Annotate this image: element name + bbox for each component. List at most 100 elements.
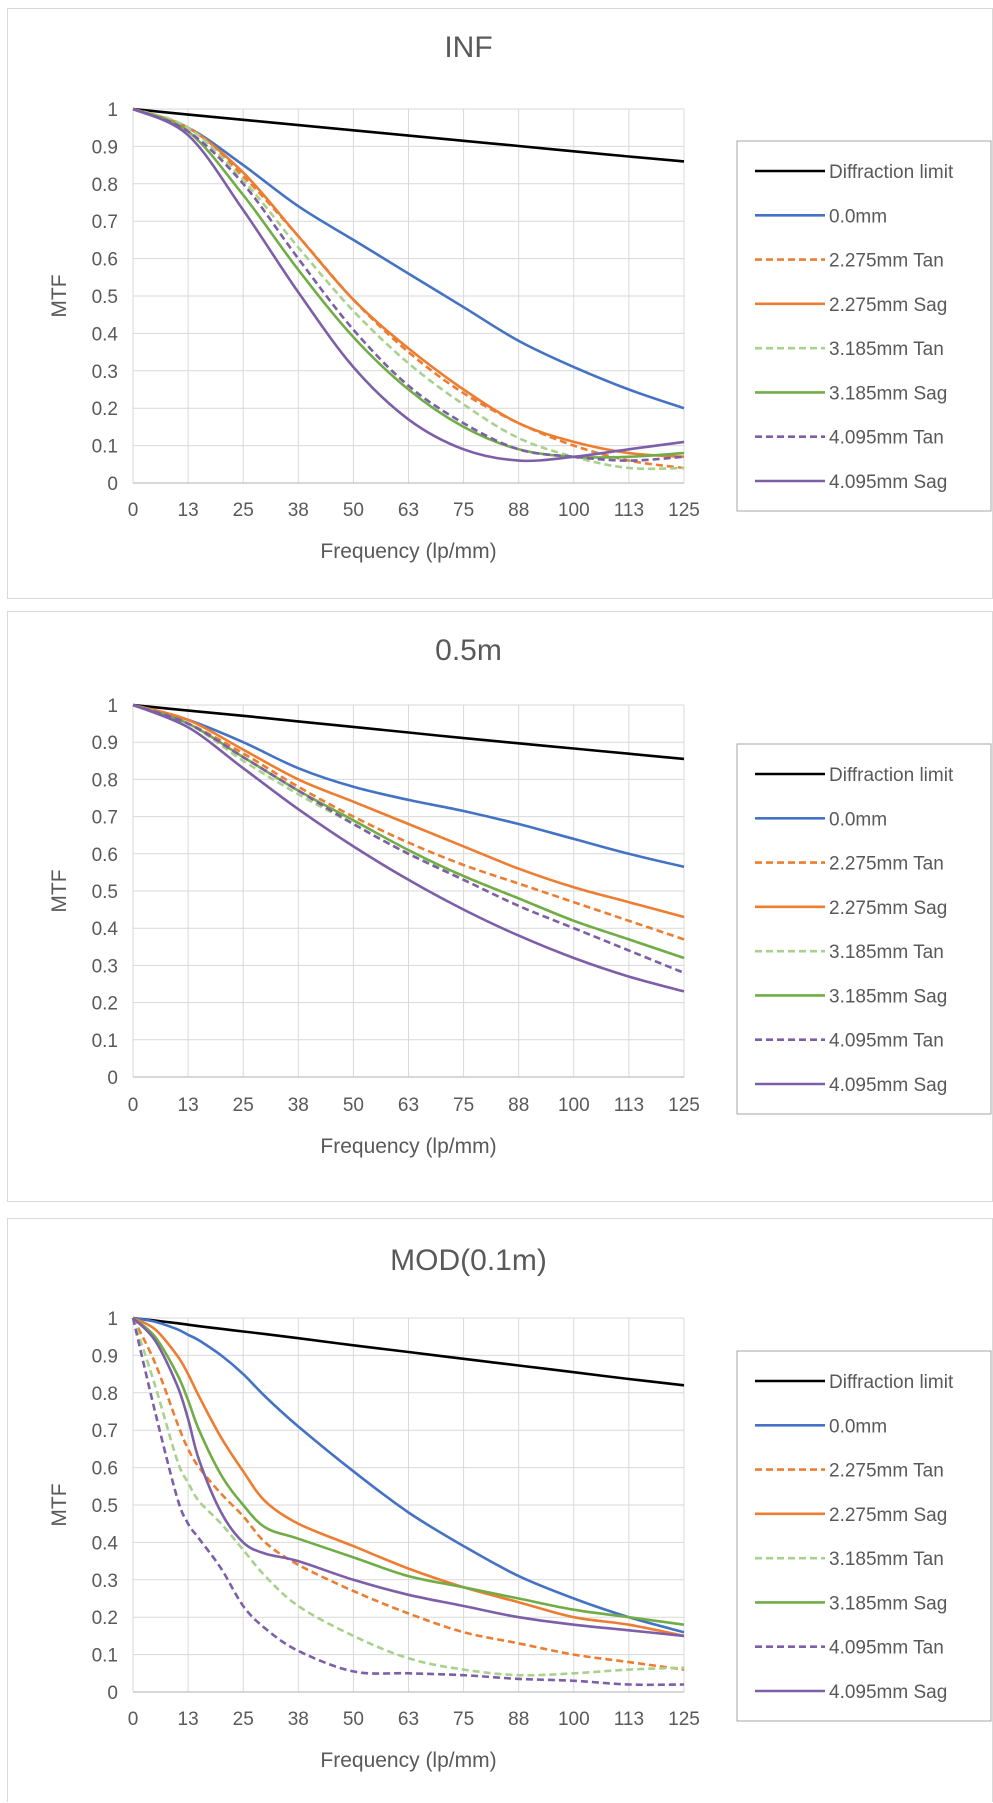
x-tick-label: 88	[508, 500, 529, 521]
legend-label: 2.275mm Sag	[829, 295, 947, 316]
y-tick-label: 1	[107, 100, 118, 121]
chart-svg: MOD(0.1m) 0 0.1 0.2 0.3 0.4 0.5 0.6 0.7 0.8 0.9 1 0 1…	[48, 1244, 992, 1772]
x-axis-label: Frequency (lp/mm)	[320, 1135, 496, 1158]
y-tick-label: 0.2	[92, 994, 118, 1015]
series-line	[132, 1316, 685, 1638]
x-axis-label: Frequency (lp/mm)	[320, 540, 496, 563]
series-line	[132, 107, 685, 462]
legend-label: 2.275mm Sag	[829, 898, 947, 919]
series-line	[132, 1316, 685, 1626]
legend-label: 0.0mm	[829, 206, 887, 227]
series-line	[132, 1316, 685, 1387]
y-tick-label: 0.8	[92, 175, 118, 196]
y-tick-label: 0.3	[92, 956, 118, 977]
x-tick-label: 125	[668, 1709, 700, 1730]
legend-label: 4.095mm Tan	[829, 1031, 944, 1052]
y-tick-label: 0.9	[92, 137, 118, 158]
x-tick-label: 63	[398, 500, 419, 521]
y-tick-label: 0.1	[92, 1031, 118, 1052]
x-tick-label: 13	[178, 500, 199, 521]
x-tick-label: 113	[614, 1095, 644, 1116]
legend-label: 3.185mm Sag	[829, 986, 947, 1007]
legend-label: Diffraction limit	[829, 765, 954, 786]
mtf-chart-mod: MOD(0.1m) 0 0.1 0.2 0.3 0.4 0.5 0.6 0.7 0.8 0.9 1 0 1…	[7, 1218, 993, 1802]
legend-label: 4.095mm Tan	[829, 428, 944, 449]
y-tick-label: 0.6	[92, 1459, 118, 1480]
y-tick-label: 0.5	[92, 1496, 118, 1517]
chart-svg: INF 0 0.1 0.2 0.3 0.4 0.5 0.6 0.7 0.8 0.9 1 0 13 25 38 5…	[48, 31, 992, 563]
series-line	[132, 1316, 685, 1634]
series-line	[132, 107, 685, 163]
series-line	[132, 703, 685, 761]
series-line	[131, 1317, 685, 1677]
x-tick-label: 100	[558, 1095, 590, 1116]
y-tick-label: 0.8	[92, 770, 118, 791]
y-tick-label: 0.4	[92, 1533, 119, 1554]
legend-box	[736, 1350, 992, 1722]
x-tick-label: 13	[178, 1095, 199, 1116]
legend-label: Diffraction limit	[829, 162, 954, 183]
series-line	[132, 703, 685, 993]
series-line	[132, 107, 685, 463]
legend-label: 4.095mm Sag	[829, 472, 947, 493]
x-tick-label: 13	[178, 1709, 199, 1730]
legend-label: 2.275mm Sag	[829, 1505, 947, 1526]
y-tick-label: 0.8	[92, 1384, 118, 1405]
y-tick-label: 1	[107, 1309, 118, 1330]
legend-label: 3.185mm Tan	[829, 1549, 944, 1570]
x-tick-label: 113	[614, 500, 644, 521]
x-tick-label: 125	[668, 1095, 700, 1116]
series-line	[132, 703, 685, 941]
series-line	[132, 703, 685, 975]
y-tick-label: 0.2	[92, 1608, 118, 1629]
legend-label: 3.185mm Sag	[829, 383, 947, 404]
x-axis-label: Frequency (lp/mm)	[320, 1749, 496, 1772]
y-tick-label: 0.7	[92, 1421, 118, 1442]
legend-label: Diffraction limit	[829, 1372, 954, 1393]
y-tick-label: 0	[107, 474, 118, 495]
legend-label: 2.275mm Tan	[829, 1461, 944, 1482]
x-tick-label: 0	[128, 1095, 139, 1116]
series-line	[132, 703, 685, 919]
y-tick-label: 0.9	[92, 733, 118, 754]
legend-label: 3.185mm Sag	[829, 1593, 947, 1614]
legend-label: 2.275mm Tan	[829, 251, 944, 272]
y-tick-label: 0.9	[92, 1346, 118, 1367]
legend-label: 3.185mm Tan	[829, 339, 944, 360]
x-tick-label: 88	[508, 1709, 529, 1730]
legend-label: 4.095mm Sag	[829, 1075, 947, 1096]
legend-label: 0.0mm	[829, 1416, 887, 1437]
x-tick-label: 63	[398, 1709, 419, 1730]
x-tick-label: 100	[558, 1709, 590, 1730]
x-tick-label: 75	[453, 1709, 474, 1730]
x-tick-label: 38	[288, 500, 309, 521]
chart-title: MOD(0.1m)	[390, 1244, 547, 1277]
y-tick-label: 0.6	[92, 250, 118, 271]
x-tick-label: 25	[233, 500, 254, 521]
series-line	[132, 107, 685, 470]
legend-box	[736, 140, 992, 512]
series-line	[132, 107, 685, 471]
x-tick-label: 75	[453, 500, 474, 521]
y-tick-label: 0	[107, 1683, 118, 1704]
legend-label: 0.0mm	[829, 809, 887, 830]
y-tick-label: 0.3	[92, 362, 118, 383]
y-tick-label: 0.6	[92, 845, 118, 866]
x-tick-label: 0	[128, 500, 139, 521]
chart-title: 0.5m	[435, 634, 502, 667]
x-tick-label: 38	[288, 1095, 309, 1116]
x-tick-label: 50	[343, 1709, 364, 1730]
x-tick-label: 75	[453, 1095, 474, 1116]
chart-title: INF	[444, 31, 492, 64]
legend-label: 2.275mm Tan	[829, 854, 944, 875]
x-tick-label: 25	[233, 1709, 254, 1730]
x-tick-label: 38	[288, 1709, 309, 1730]
y-tick-label: 0.5	[92, 882, 118, 903]
y-tick-label: 0.3	[92, 1571, 118, 1592]
x-tick-label: 25	[233, 1095, 254, 1116]
y-tick-label: 0.1	[92, 437, 118, 458]
legend-label: 3.185mm Tan	[829, 942, 944, 963]
x-tick-label: 50	[343, 1095, 364, 1116]
mtf-chart-0-5m: 0.5m 0 0.1 0.2 0.3 0.4 0.5 0.6 0.7 0.8 0.9 1 0 13 25 38…	[7, 611, 993, 1202]
y-axis-label: MTF	[48, 1483, 71, 1526]
